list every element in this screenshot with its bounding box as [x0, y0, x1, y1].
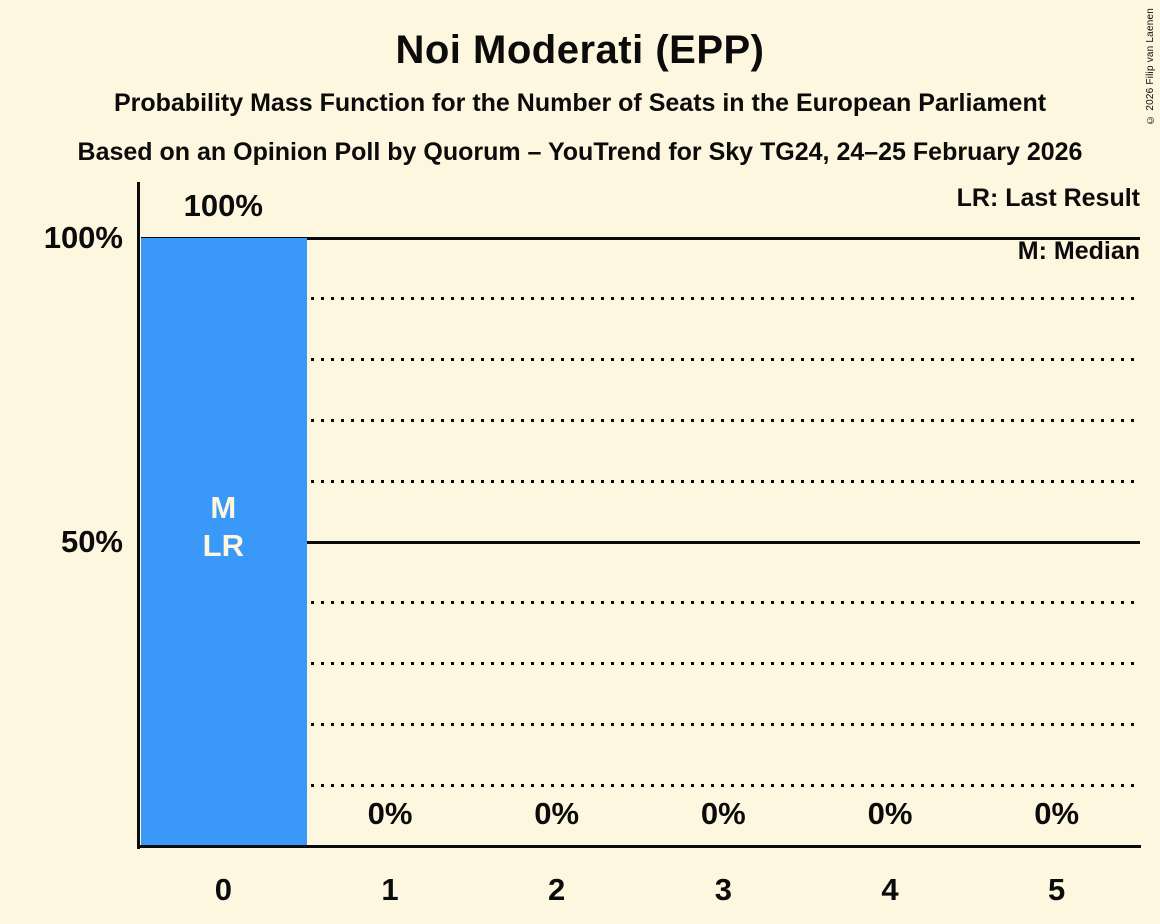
gridline-solid-100: [141, 236, 1140, 240]
median-marker: M: [210, 490, 237, 525]
x-axis-label-5: 5: [1048, 872, 1066, 907]
x-axis-label-4: 4: [881, 872, 899, 907]
x-axis-label-3: 3: [714, 872, 732, 907]
bar-value-label-3: 0%: [700, 796, 746, 831]
gridline-dotted-80: [141, 358, 1140, 362]
gridline-dotted-70: [141, 418, 1140, 422]
bar-value-label-0: 100%: [183, 188, 263, 223]
gridline-dotted-60: [141, 479, 1140, 483]
y-axis-tick-label-100: 100%: [43, 220, 123, 255]
bar-seats-0: [141, 238, 307, 846]
x-axis-label-0: 0: [214, 872, 232, 907]
bar-value-label-5: 0%: [1034, 796, 1080, 831]
bar-annotations-0: M LR: [140, 489, 307, 565]
gridline-dotted-90: [141, 297, 1140, 301]
y-axis-tick-label-50: 50%: [60, 524, 123, 559]
gridline-dotted-30: [141, 662, 1140, 666]
x-axis-label-1: 1: [381, 872, 399, 907]
x-axis-line: [137, 845, 1141, 848]
bar-value-label-2: 0%: [534, 796, 580, 831]
chart-subtitle: Probability Mass Function for the Number…: [113, 89, 1047, 117]
bar-value-label-1: 0%: [367, 796, 413, 831]
gridline-dotted-40: [141, 601, 1140, 605]
gridline-solid-50: [141, 540, 1140, 544]
chart-title: Noi Moderati (EPP): [395, 28, 765, 72]
legend-median: M: Median: [1017, 237, 1140, 265]
bar-value-label-4: 0%: [867, 796, 913, 831]
gridline-dotted-20: [141, 722, 1140, 726]
legend-last-result: LR: Last Result: [956, 184, 1140, 212]
last-result-marker: LR: [202, 528, 244, 563]
gridline-dotted-10: [141, 783, 1140, 787]
y-axis-line: [137, 182, 140, 849]
chart-poll-info: Based on an Opinion Poll by Quorum – You…: [77, 138, 1083, 166]
x-axis-label-2: 2: [548, 872, 566, 907]
copyright-notice: © 2026 Filip van Laenen: [1145, 8, 1156, 125]
